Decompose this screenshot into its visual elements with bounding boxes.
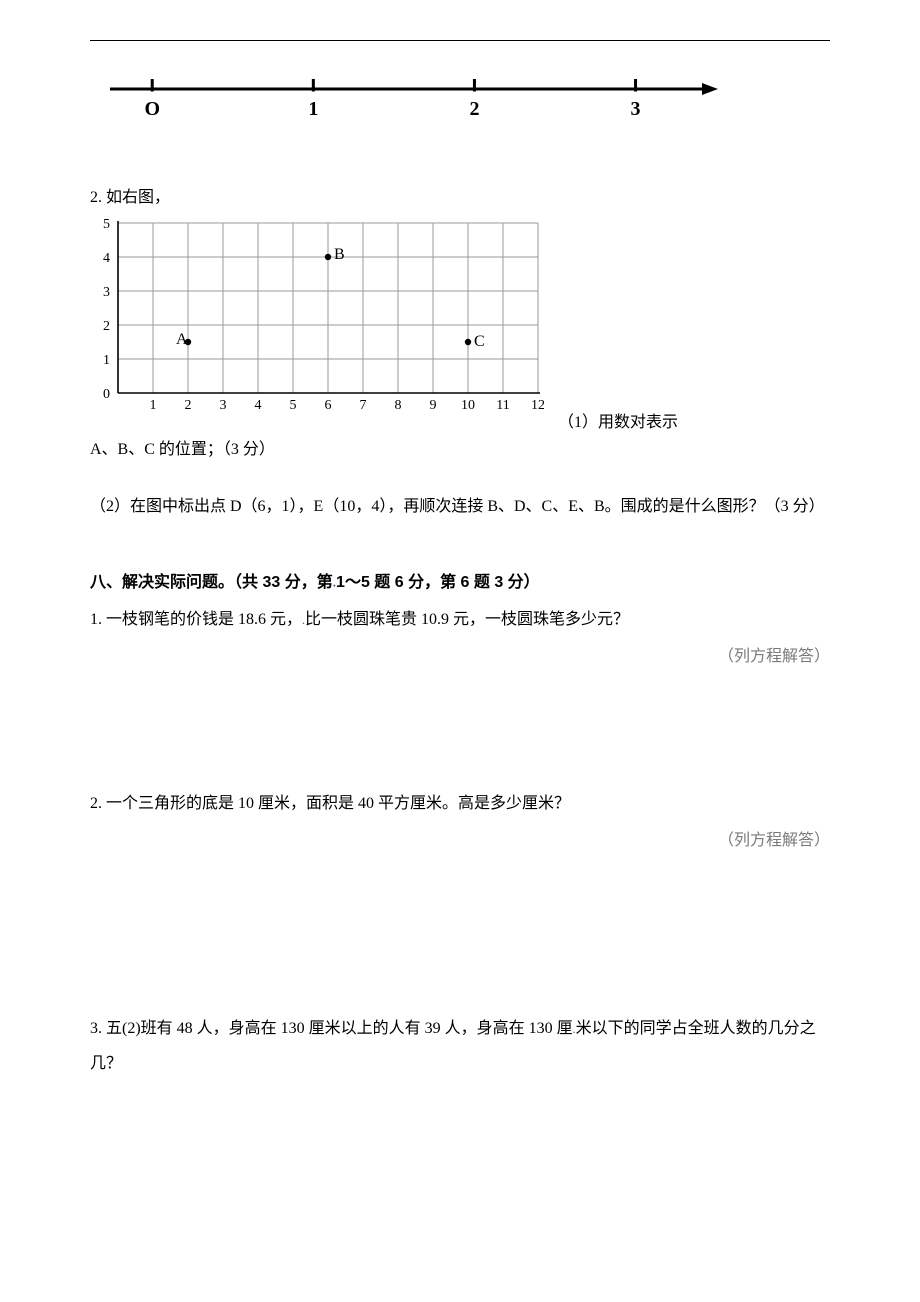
coord-grid-figure: 123456789101112012345ABC <box>90 217 544 422</box>
number-line-figure: O 1 2 3 <box>90 65 830 140</box>
s8-q1-text: 1. 一枝钢笔的价钱是 18.6 元，.比一枝圆珠笔贵 10.9 元，一枝圆珠笔… <box>90 602 830 637</box>
svg-text:5: 5 <box>290 398 297 413</box>
svg-text:O: O <box>144 98 160 120</box>
svg-text:A: A <box>176 331 188 348</box>
number-line-svg: O 1 2 3 <box>90 65 730 135</box>
svg-text:4: 4 <box>255 398 262 413</box>
top-rule <box>90 40 830 41</box>
svg-text:12: 12 <box>531 398 544 413</box>
title-text-2: 1～5 题 6 分，第 6 题 3 分） <box>336 574 540 591</box>
svg-text:8: 8 <box>395 398 402 413</box>
svg-text:7: 7 <box>360 398 367 413</box>
svg-text:1: 1 <box>308 98 318 120</box>
svg-text:9: 9 <box>430 398 437 413</box>
svg-text:2: 2 <box>185 398 192 413</box>
svg-text:C: C <box>474 333 485 350</box>
s8-q2-text: 2. 一个三角形的底是 10 厘米，面积是 40 平方厘米。高是多少厘米？ <box>90 786 830 821</box>
svg-text:0: 0 <box>103 387 110 402</box>
svg-text:B: B <box>334 246 345 263</box>
svg-text:10: 10 <box>461 398 475 413</box>
svg-text:3: 3 <box>220 398 227 413</box>
svg-text:2: 2 <box>469 98 479 120</box>
section8-title: 八、解决实际问题。（共 33 分，第.1～5 题 6 分，第 6 题 3 分） <box>90 565 830 600</box>
svg-text:3: 3 <box>631 98 641 120</box>
q2-sub2: （2）在图中标出点 D（6，1），E（10，4），再顺次连接 B、D、C、E、B… <box>90 489 830 524</box>
s8-q3-a: 3. 五(2)班有 48 人，身高在 130 厘米以上的人有 39 人，身高在 … <box>90 1020 573 1037</box>
svg-text:1: 1 <box>103 353 110 368</box>
s8-q1-b: 比一枝圆珠笔贵 10.9 元，一枝圆珠笔多少元？ <box>305 611 629 628</box>
coord-grid-svg: 123456789101112012345ABC <box>90 217 544 417</box>
s8-q3-line1: 3. 五(2)班有 48 人，身高在 130 厘米以上的人有 39 人，身高在 … <box>90 1011 830 1081</box>
svg-text:4: 4 <box>103 251 110 266</box>
q2-prefix: 2. 如右图， <box>90 180 830 215</box>
s8-q2-hint: （列方程解答） <box>90 823 830 858</box>
svg-text:11: 11 <box>496 398 509 413</box>
svg-text:1: 1 <box>150 398 157 413</box>
svg-text:2: 2 <box>103 319 110 334</box>
svg-text:3: 3 <box>103 285 110 300</box>
svg-text:6: 6 <box>325 398 332 413</box>
q2-sub1-leadin: （1）用数对表示 <box>558 408 678 432</box>
q2-sub1-rest: A、B、C 的位置；（3 分） <box>90 432 830 467</box>
svg-text:5: 5 <box>103 217 110 232</box>
s8-q1-hint: （列方程解答） <box>90 639 830 674</box>
s8-q1-a: 1. 一枝钢笔的价钱是 18.6 元， <box>90 611 302 628</box>
title-text: 八、解决实际问题。（共 33 分，第 <box>90 574 333 591</box>
